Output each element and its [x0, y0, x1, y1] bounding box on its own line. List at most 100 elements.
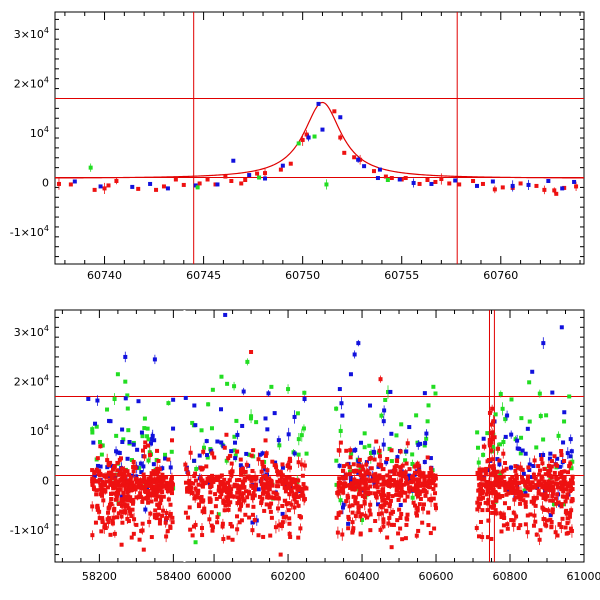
blue-data-point: [388, 389, 393, 394]
red-data-point: [512, 497, 517, 502]
red-baseline-point: [218, 480, 223, 485]
red-data-point: [137, 537, 142, 542]
red-data-point: [241, 491, 246, 496]
blue-data-point: [247, 173, 252, 178]
red-data-point: [100, 516, 105, 521]
red-data-point: [552, 188, 557, 193]
red-data-point: [525, 513, 530, 518]
green-data-point: [541, 437, 546, 442]
red-baseline-point: [431, 486, 436, 491]
red-baseline-point: [185, 489, 190, 494]
red-baseline-point: [543, 472, 548, 477]
red-data-point: [181, 182, 186, 187]
red-data-point: [342, 150, 347, 155]
red-data-point: [237, 507, 242, 512]
red-data-point: [506, 506, 511, 511]
red-baseline-point: [217, 484, 222, 489]
green-data-point: [424, 436, 429, 441]
red-data-point: [159, 497, 164, 502]
red-data-point: [347, 472, 352, 477]
green-data-point: [90, 427, 95, 432]
blue-data-point: [183, 395, 188, 400]
red-data-point: [345, 462, 350, 467]
red-data-point: [143, 445, 148, 450]
blue-data-point: [125, 456, 130, 461]
red-data-point: [125, 469, 130, 474]
red-data-point: [344, 448, 349, 453]
green-data-point: [105, 407, 110, 412]
red-data-point: [239, 518, 244, 523]
red-data-point: [256, 533, 261, 538]
red-baseline-point: [567, 481, 572, 486]
red-data-point: [521, 498, 526, 503]
red-data-point: [129, 535, 134, 540]
blue-data-point: [95, 463, 100, 468]
red-data-point: [551, 487, 556, 492]
green-data-point: [527, 380, 532, 385]
red-data-point: [550, 510, 555, 515]
red-baseline-point: [515, 486, 520, 491]
red-data-point: [271, 490, 276, 495]
red-data-point: [68, 182, 73, 187]
red-data-point: [351, 526, 356, 531]
red-data-point: [221, 500, 226, 505]
blue-data-point: [148, 441, 153, 446]
red-data-point: [222, 477, 227, 482]
green-data-point: [367, 443, 372, 448]
blue-data-point: [150, 433, 155, 438]
red-data-point: [353, 499, 358, 504]
red-data-point: [561, 482, 566, 487]
red-baseline-point: [104, 474, 109, 479]
red-data-point: [195, 491, 200, 496]
red-baseline-point: [482, 482, 487, 487]
green-data-point: [257, 175, 262, 180]
red-baseline-point: [239, 502, 244, 507]
red-baseline-point: [336, 491, 341, 496]
y-tick-exponent: 4: [44, 224, 49, 233]
red-data-point: [296, 503, 301, 508]
red-data-point: [425, 178, 430, 182]
blue-outlier-point: [123, 354, 128, 359]
red-data-point: [410, 474, 415, 479]
green-data-point: [100, 443, 105, 448]
top-panel-zoom: 60740 60745 60750 60755 607603×1042×1041040-…: [10, 11, 585, 282]
red-baseline-point: [546, 480, 551, 485]
red-data-point: [123, 510, 128, 515]
red-data-point: [131, 469, 136, 474]
red-event-point: [489, 448, 494, 453]
red-baseline-point: [425, 484, 430, 489]
green-data-point: [210, 387, 215, 392]
red-data-point: [157, 506, 162, 511]
blue-data-point: [521, 471, 526, 476]
red-data-point: [341, 490, 346, 495]
red-data-point: [574, 184, 579, 189]
red-data-point: [226, 456, 231, 461]
red-data-point: [247, 515, 252, 520]
red-baseline-point: [278, 470, 283, 475]
red-data-point: [364, 477, 369, 482]
red-data-point: [528, 512, 533, 517]
red-outlier-point: [378, 527, 383, 532]
red-baseline-point: [94, 467, 99, 472]
red-data-point: [550, 494, 555, 499]
blue-outlier-point: [352, 352, 357, 357]
red-data-point: [531, 523, 536, 528]
blue-data-point: [561, 440, 566, 445]
red-baseline-point: [357, 490, 362, 495]
blue-data-point: [219, 407, 224, 412]
red-data-point: [540, 505, 545, 510]
red-baseline-point: [395, 486, 400, 491]
red-data-point: [559, 504, 564, 509]
red-data-point: [478, 519, 483, 524]
red-data-point: [219, 492, 224, 497]
blue-data-point: [562, 410, 567, 415]
blue-data-point: [346, 521, 351, 526]
red-baseline-point: [142, 488, 147, 493]
red-baseline-point: [118, 477, 123, 482]
green-data-point: [277, 443, 282, 448]
red-data-point: [353, 495, 358, 500]
red-baseline-point: [144, 483, 149, 488]
blue-data-point: [150, 437, 155, 442]
red-outlier-point: [230, 537, 235, 542]
red-baseline-point: [507, 480, 512, 485]
